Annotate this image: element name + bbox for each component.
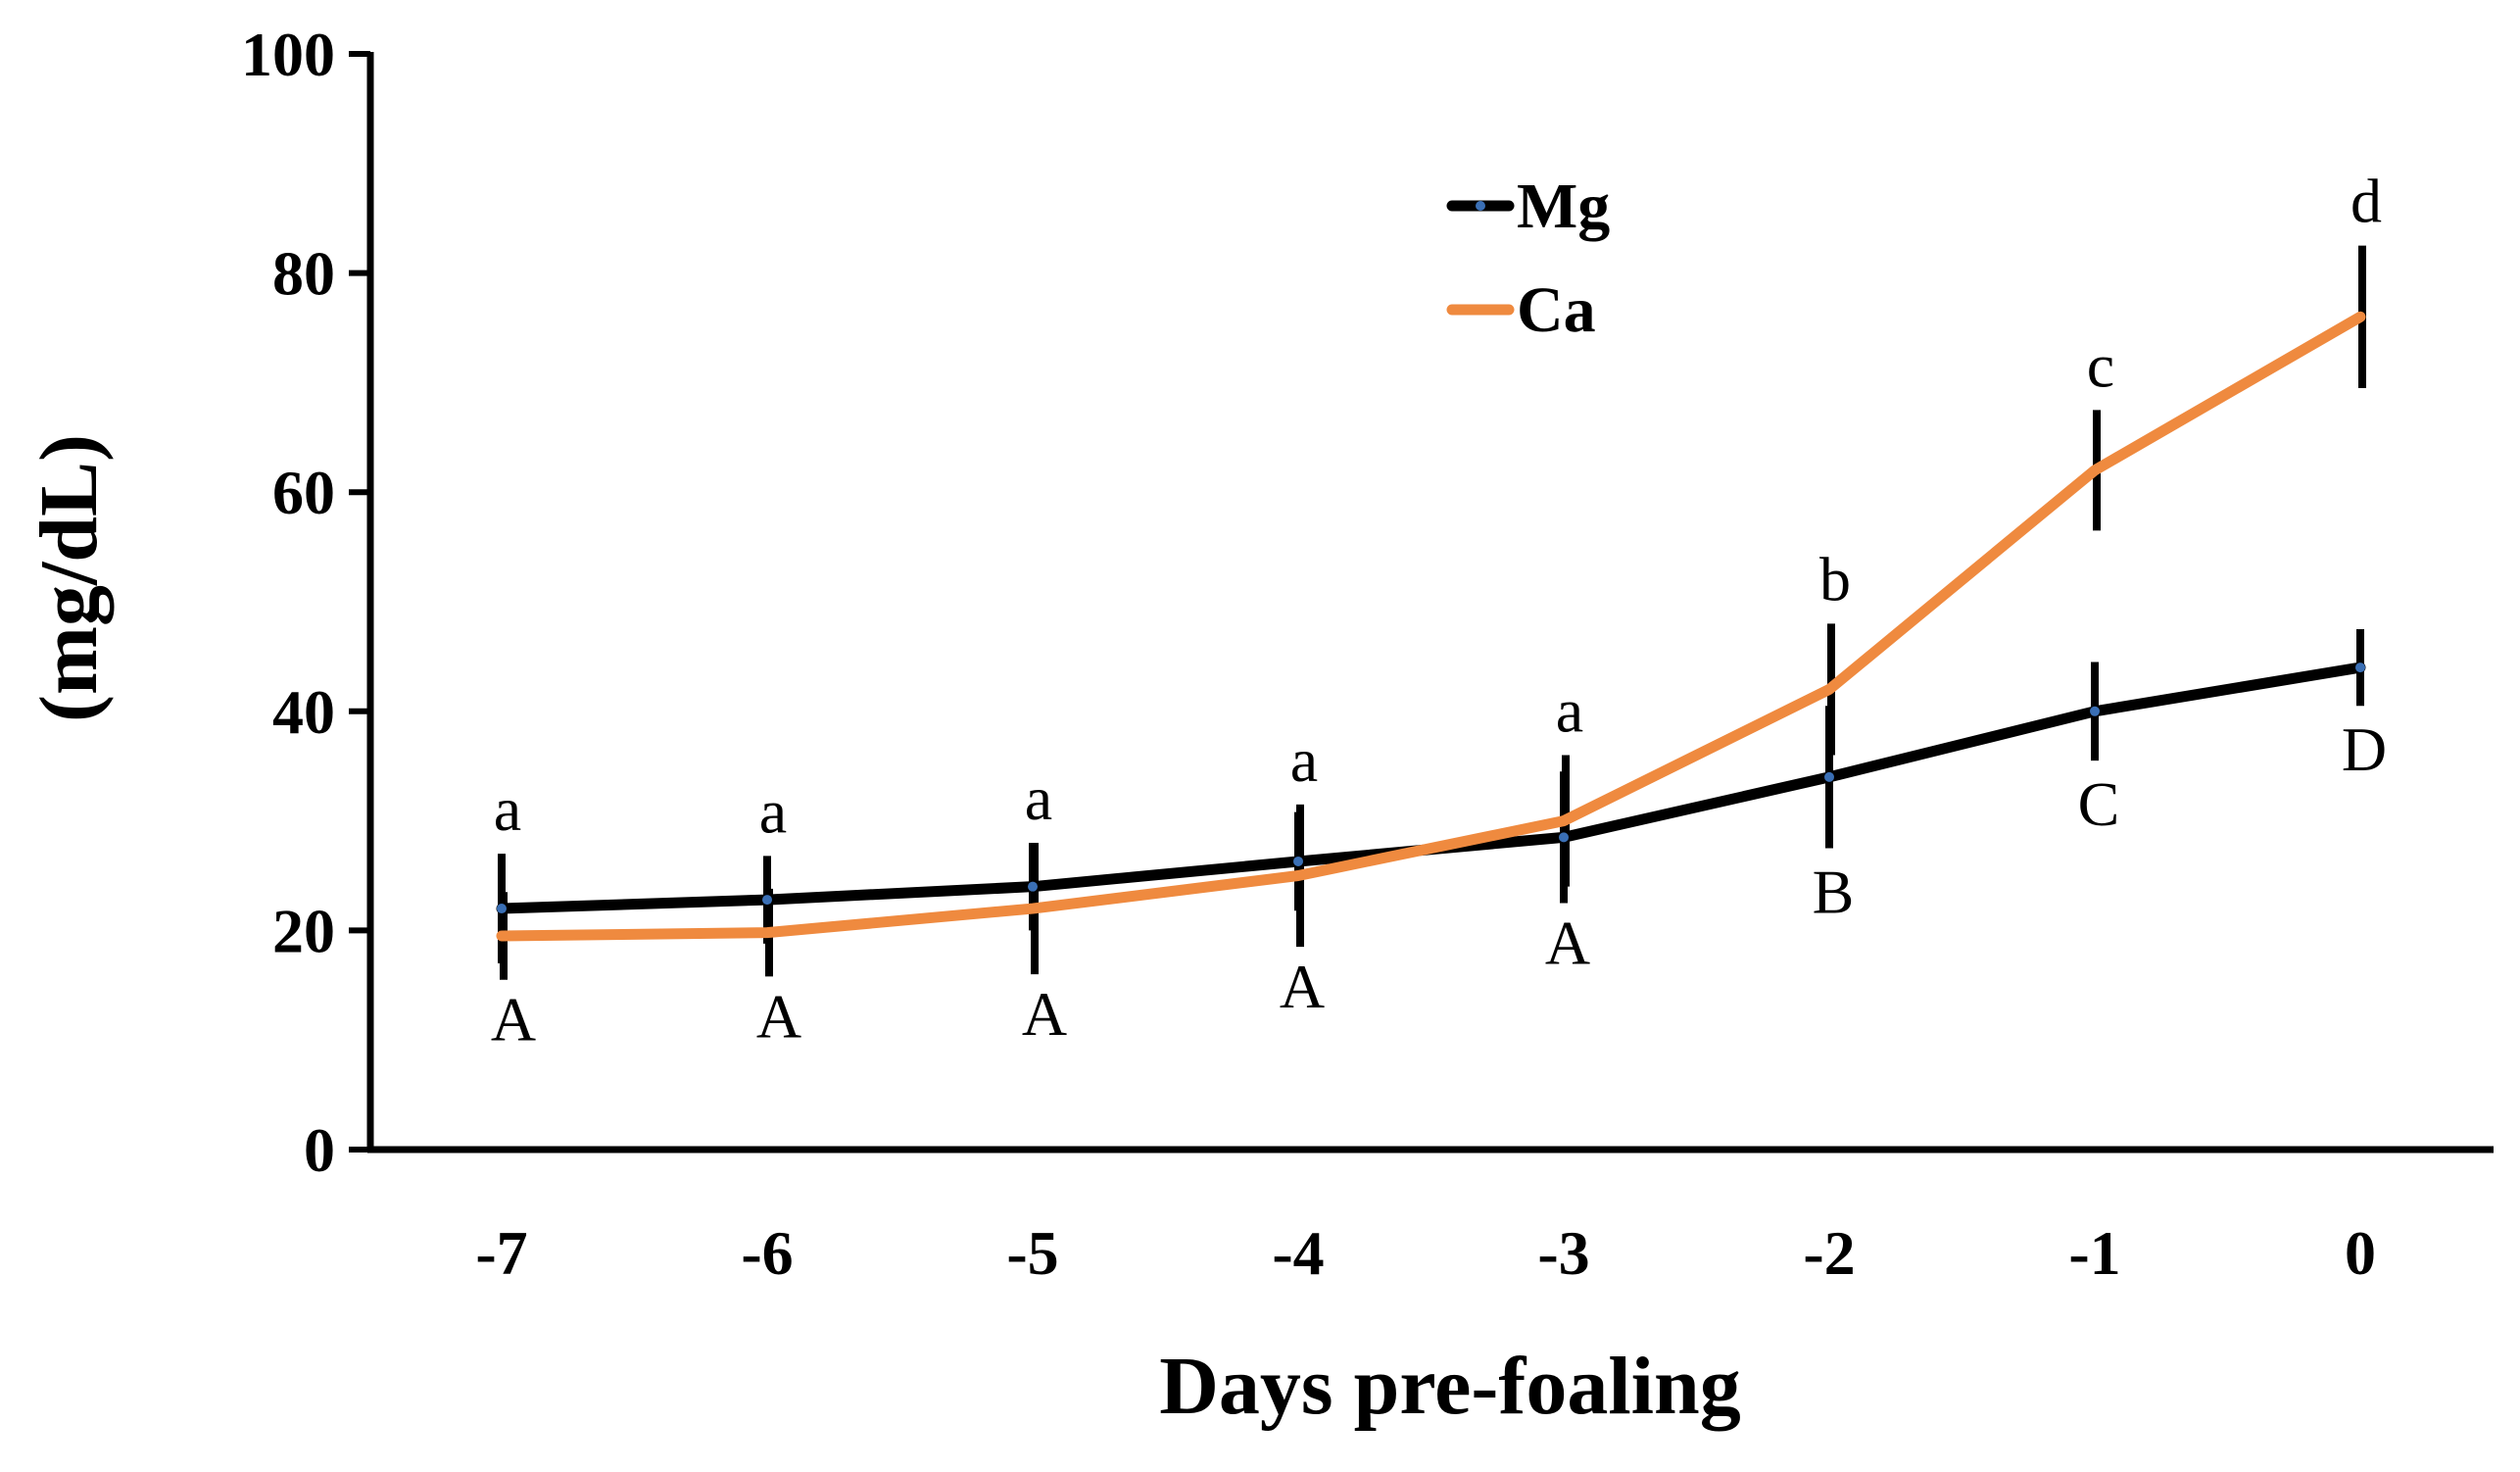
legend-marker-mg [1476,201,1485,211]
significance-letter-mg: A [491,985,536,1055]
significance-letter-ca: d [2350,167,2382,236]
legend-label-ca: Ca [1517,274,1596,346]
legend-label-mg: Mg [1517,171,1610,242]
data-point-mg [2355,662,2365,673]
x-axis-title: Days pre-foaling [1159,1341,1740,1432]
x-tick-label: -5 [1006,1218,1058,1288]
significance-letter-ca: a [1556,676,1583,746]
significance-letters: a a a a a b c d A A A A A B C D [491,167,2387,1055]
significance-letter-ca: a [1025,763,1052,833]
y-tick-label: 20 [272,896,335,965]
x-tick-label: -2 [1803,1218,1855,1288]
series-lines [496,311,2366,942]
significance-letter-mg: A [1280,952,1325,1021]
data-point-mg [1293,856,1303,866]
y-tick-label: 0 [304,1115,335,1185]
x-tick-label: -1 [2068,1218,2120,1288]
significance-letter-ca: a [494,774,521,844]
significance-letter-mg: C [2078,769,2120,839]
series-markers [497,662,2365,914]
y-tick-label: 100 [241,20,335,89]
significance-letter-ca: a [759,776,787,846]
series-line-ca [496,311,2366,942]
data-point-mg [1028,881,1038,892]
x-tick-label: -7 [475,1218,527,1288]
y-tick-label: 80 [272,239,335,309]
significance-letter-mg: A [1022,979,1067,1049]
significance-letter-mg: D [2342,714,2387,784]
significance-letter-mg: A [756,981,801,1051]
significance-letter-mg: B [1813,858,1855,927]
y-axis-title: (mg/dL) [24,434,115,722]
data-point-mg [2090,706,2100,716]
data-point-mg [497,904,507,914]
x-tick-label: -6 [741,1218,793,1288]
axes: 0 20 40 60 80 100 -7 -6 -5 -4 -3 -2 -1 0 [241,20,2494,1288]
significance-letter-ca: b [1819,544,1851,613]
significance-letter-mg: A [1545,908,1590,977]
data-point-mg [1824,771,1834,782]
x-tick-label: -4 [1272,1218,1324,1288]
significance-letter-ca: c [2087,330,2114,400]
y-tick-label: 60 [272,458,335,527]
x-tick-label: 0 [2345,1218,2376,1288]
error-bars [498,245,2366,980]
data-point-mg [1559,832,1569,843]
x-tick-label: -3 [1537,1218,1589,1288]
significance-letter-ca: a [1290,725,1318,795]
data-point-mg [762,895,772,906]
y-tick-label: 40 [272,677,335,747]
legend: Mg Ca [1446,171,1610,346]
